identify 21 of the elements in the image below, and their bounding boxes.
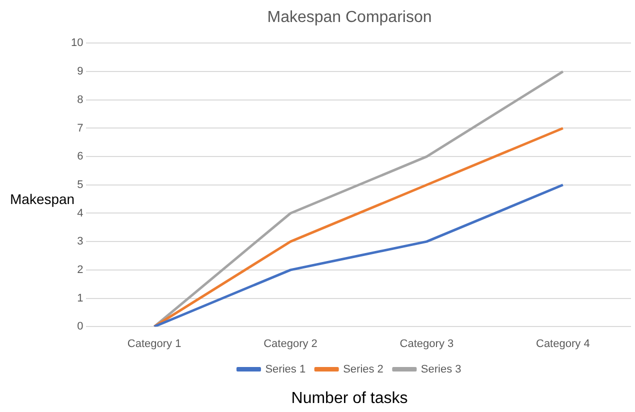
y-tick-label: 6 <box>77 150 84 163</box>
x-axis-title: Number of tasks <box>291 390 408 407</box>
y-tick-label: 5 <box>77 178 84 191</box>
y-tick-label: 9 <box>77 66 84 78</box>
y-tick-label: 10 <box>70 37 84 50</box>
y-axis-title: Makespan <box>10 190 75 207</box>
x-tick-label: Category 4 <box>536 338 590 350</box>
x-tick-label: Category 3 <box>400 338 454 350</box>
legend-label: Series 1 <box>265 363 306 376</box>
chart-title: Makespan Comparison <box>267 9 432 26</box>
y-tick-label: 8 <box>77 94 84 106</box>
legend-label: Series 3 <box>420 363 462 376</box>
y-tick-label: 3 <box>77 236 84 248</box>
legend-label: Series 2 <box>343 363 384 376</box>
y-tick-label: 2 <box>77 264 84 276</box>
y-tick-label: 4 <box>77 207 84 220</box>
y-tick-label: 0 <box>77 320 84 333</box>
y-tick-label: 7 <box>77 122 84 134</box>
x-tick-label: Category 2 <box>264 338 318 350</box>
x-tick-label: Category 1 <box>127 338 182 350</box>
y-tick-label: 1 <box>77 292 84 304</box>
